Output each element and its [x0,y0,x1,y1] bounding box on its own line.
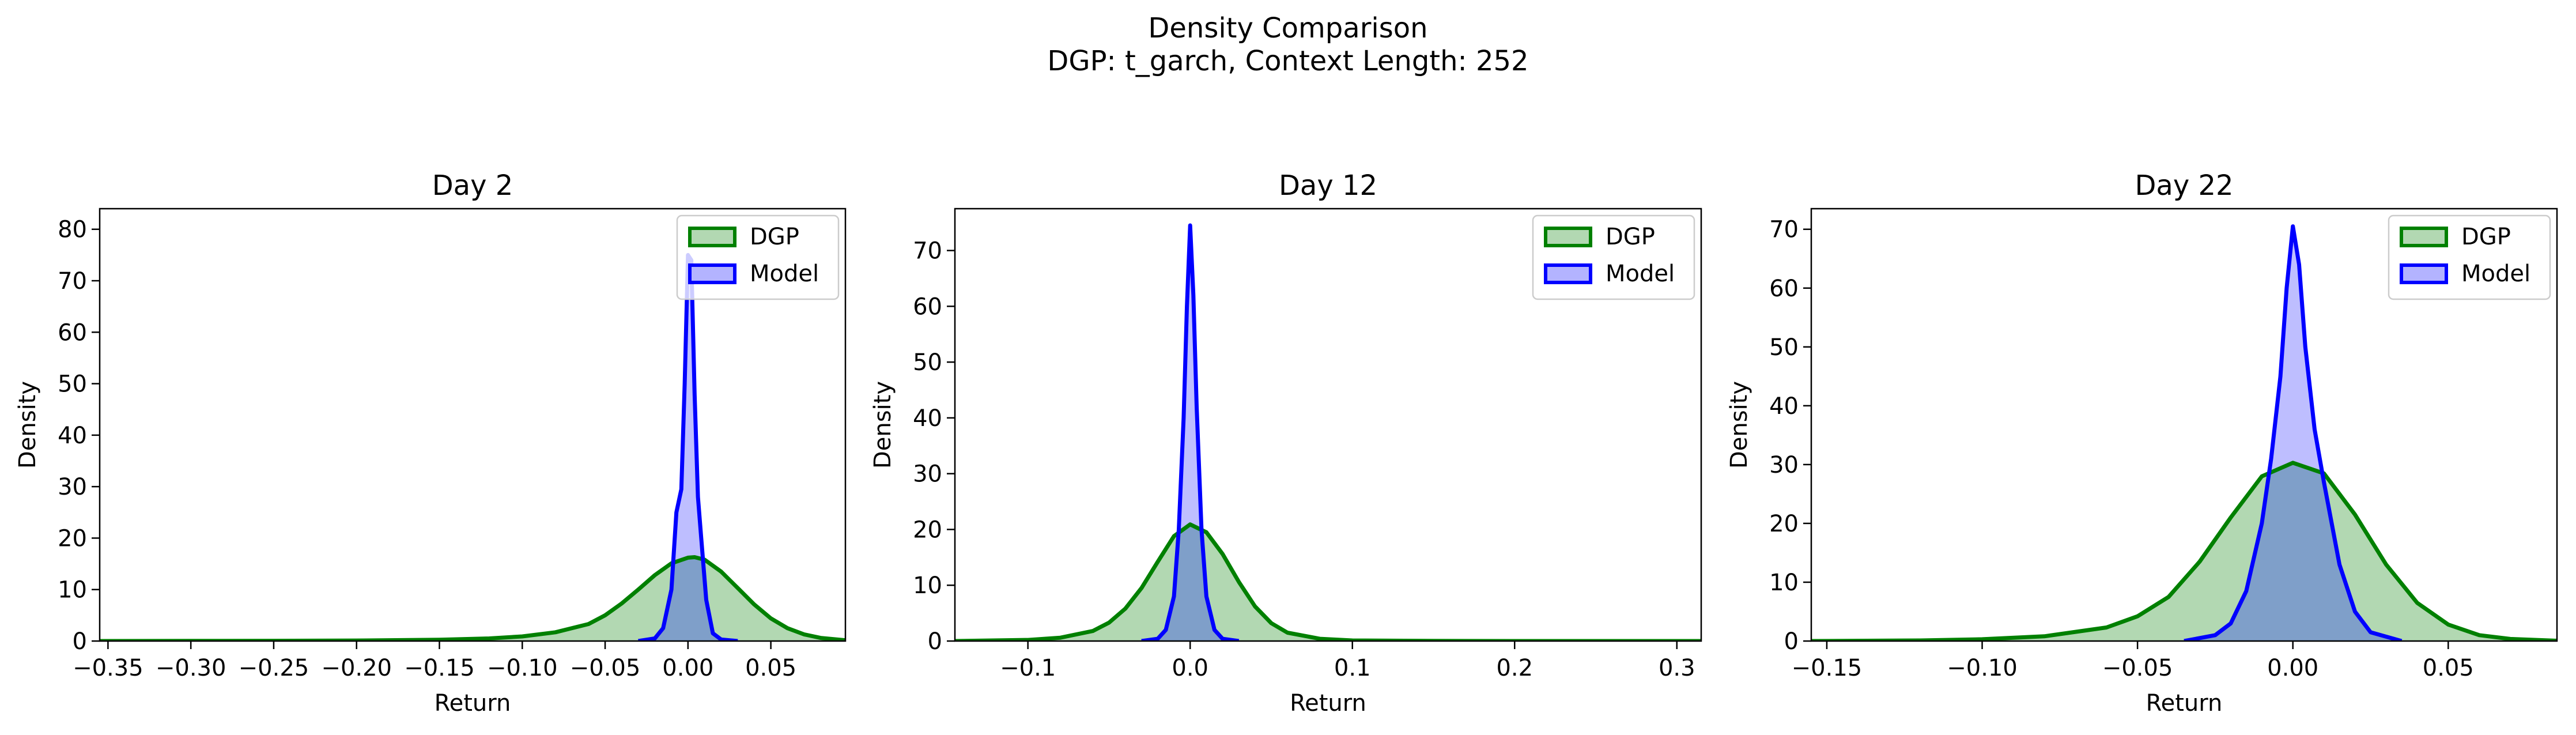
dgp-density-line [1811,461,2557,641]
x-tick-label: 0.00 [2267,655,2318,681]
dgp-density-line [100,555,845,641]
plot-area [955,223,1701,641]
model-density-fill [1141,225,1239,641]
x-tick-label: −0.15 [404,655,475,681]
legend-label: Model [1606,261,1675,287]
x-tick-label: −0.15 [1792,655,1863,681]
legend-label: Model [750,261,819,287]
legend-swatch-model [2400,263,2448,284]
x-tick-label: −0.25 [239,655,309,681]
x-tick-label: 0.0 [1172,655,1208,681]
y-tick-label: 50 [1769,334,1799,361]
y-tick-label: 40 [58,423,87,449]
dgp-density-fill [955,524,1701,641]
y-tick-label: 10 [913,572,942,599]
legend-label: DGP [750,224,799,250]
y-tick-label: 50 [58,371,87,398]
plot-area [100,252,845,641]
suptitle-line-2: DGP: t_garch, Context Length: 252 [1047,45,1528,77]
axes-frame [954,208,1702,642]
x-tick-label: 0.00 [662,655,713,681]
x-tick-label: −0.05 [2102,655,2173,681]
y-tick-label: 70 [913,238,942,265]
y-tick-label: 30 [1769,452,1799,478]
dgp-density-line [955,522,1701,641]
y-tick-label: 60 [913,293,942,320]
panel-title: Day 12 [1279,169,1377,202]
x-tick-label: −0.05 [570,655,641,681]
y-tick-label: 0 [928,628,942,655]
x-tick-label: 0.3 [1659,655,1695,681]
y-tick-label: 40 [913,405,942,432]
x-tick-label: 0.2 [1496,655,1533,681]
y-axis-label: Density [14,381,41,469]
y-tick-label: 0 [73,628,87,655]
model-density-line [2184,224,2403,641]
x-tick-label: 0.05 [2423,655,2474,681]
legend: DGP Model [1532,214,1695,300]
legend-label: Model [2461,261,2530,287]
legend-label: DGP [1606,224,1655,250]
axes-frame [99,208,847,642]
x-tick-label: −0.1 [1000,655,1056,681]
x-tick-label: −0.35 [73,655,143,681]
y-tick-label: 50 [913,349,942,376]
x-tick-label: −0.10 [487,655,558,681]
y-tick-label: 30 [58,474,87,500]
legend-label: DGP [2461,224,2511,250]
y-axis-label: Density [1726,381,1752,469]
dgp-density-fill [1811,462,2557,641]
y-tick-label: 70 [1769,217,1799,243]
y-axis-label: Density [870,381,896,469]
model-density-line [1141,223,1240,641]
x-axis-label: Return [2146,690,2223,717]
panel-title: Day 2 [432,169,513,202]
x-axis-label: Return [435,690,511,717]
panel-day-22: −0.15 −0.10 −0.05 0.00 0.05 0 10 20 30 40 50 60 70 Da… [1726,169,2558,717]
y-tick-label: 80 [58,217,87,243]
legend-swatch-dgp [1544,227,1592,247]
y-tick-label: 20 [1769,511,1799,537]
legend: DGP Model [2388,214,2551,300]
y-tick-label: 10 [58,577,87,604]
dgp-density-fill [100,557,845,641]
axes-frame [1810,208,2558,642]
y-tick-label: 30 [913,461,942,488]
legend-swatch-dgp [2400,227,2448,247]
x-axis-label: Return [1290,690,1366,717]
model-density-fill [638,255,738,641]
plot-area [1811,224,2557,641]
y-tick-label: 60 [58,319,87,346]
y-tick-label: 10 [1769,570,1799,596]
panel-day-2: −0.35 −0.30 −0.25 −0.20 −0.15 −0.10 −0.05 0.00 0… [14,169,847,717]
y-tick-label: 20 [58,525,87,552]
panel-title: Day 22 [2135,169,2233,202]
legend-swatch-model [1544,263,1592,284]
y-tick-label: 0 [1784,628,1799,655]
y-tick-label: 40 [1769,393,1799,420]
y-tick-label: 20 [913,517,942,543]
x-tick-label: −0.30 [156,655,226,681]
x-tick-label: −0.20 [321,655,392,681]
model-density-fill [2184,226,2402,641]
y-tick-label: 70 [58,268,87,295]
x-tick-label: 0.1 [1334,655,1371,681]
x-tick-label: −0.10 [1947,655,2018,681]
legend: DGP Model [676,214,840,300]
y-tick-label: 60 [1769,276,1799,302]
x-tick-label: 0.05 [745,655,796,681]
suptitle-line-1: Density Comparison [1148,12,1427,44]
legend-swatch-model [688,263,736,284]
legend-swatch-dgp [688,227,736,247]
panel-day-12: −0.1 0.0 0.1 0.2 0.3 0 10 20 30 40 50 60 70 Day 12 Ret… [870,169,1702,717]
